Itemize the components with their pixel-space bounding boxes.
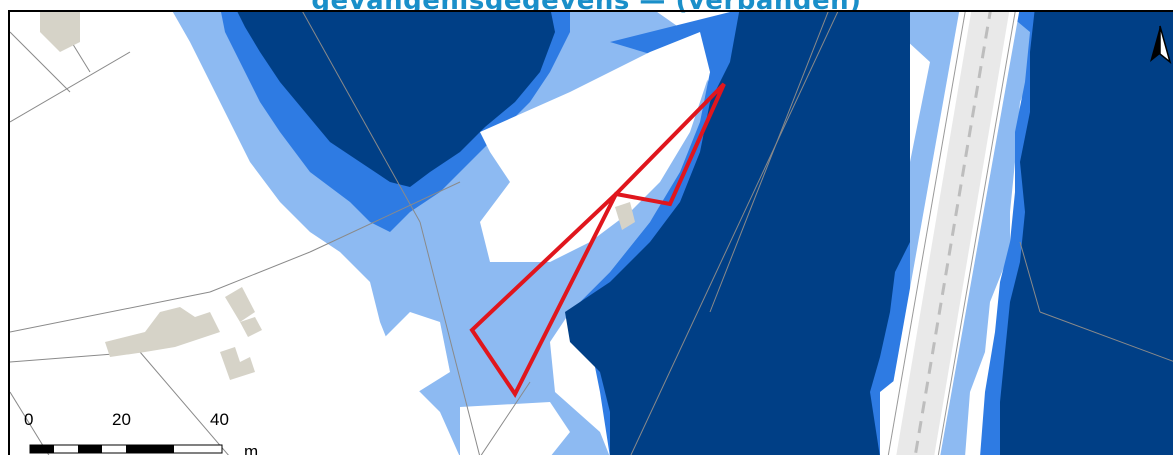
map-canvas[interactable]: 0 20 40 m [8, 10, 1173, 455]
railway-track [880, 12, 1020, 455]
scale-tick-20: 20 [112, 410, 131, 429]
buildings [40, 12, 635, 380]
scale-tick-40: 40 [210, 410, 229, 429]
scale-tick-0: 0 [24, 410, 34, 429]
map-svg [10, 12, 1173, 455]
deep-water-layer [237, 12, 1173, 455]
scale-bar [29, 444, 223, 454]
highlight-polygon [469, 82, 726, 398]
scale-unit: m [244, 442, 259, 455]
parcel-lines [10, 12, 1173, 455]
north-arrow-icon [1150, 25, 1172, 65]
